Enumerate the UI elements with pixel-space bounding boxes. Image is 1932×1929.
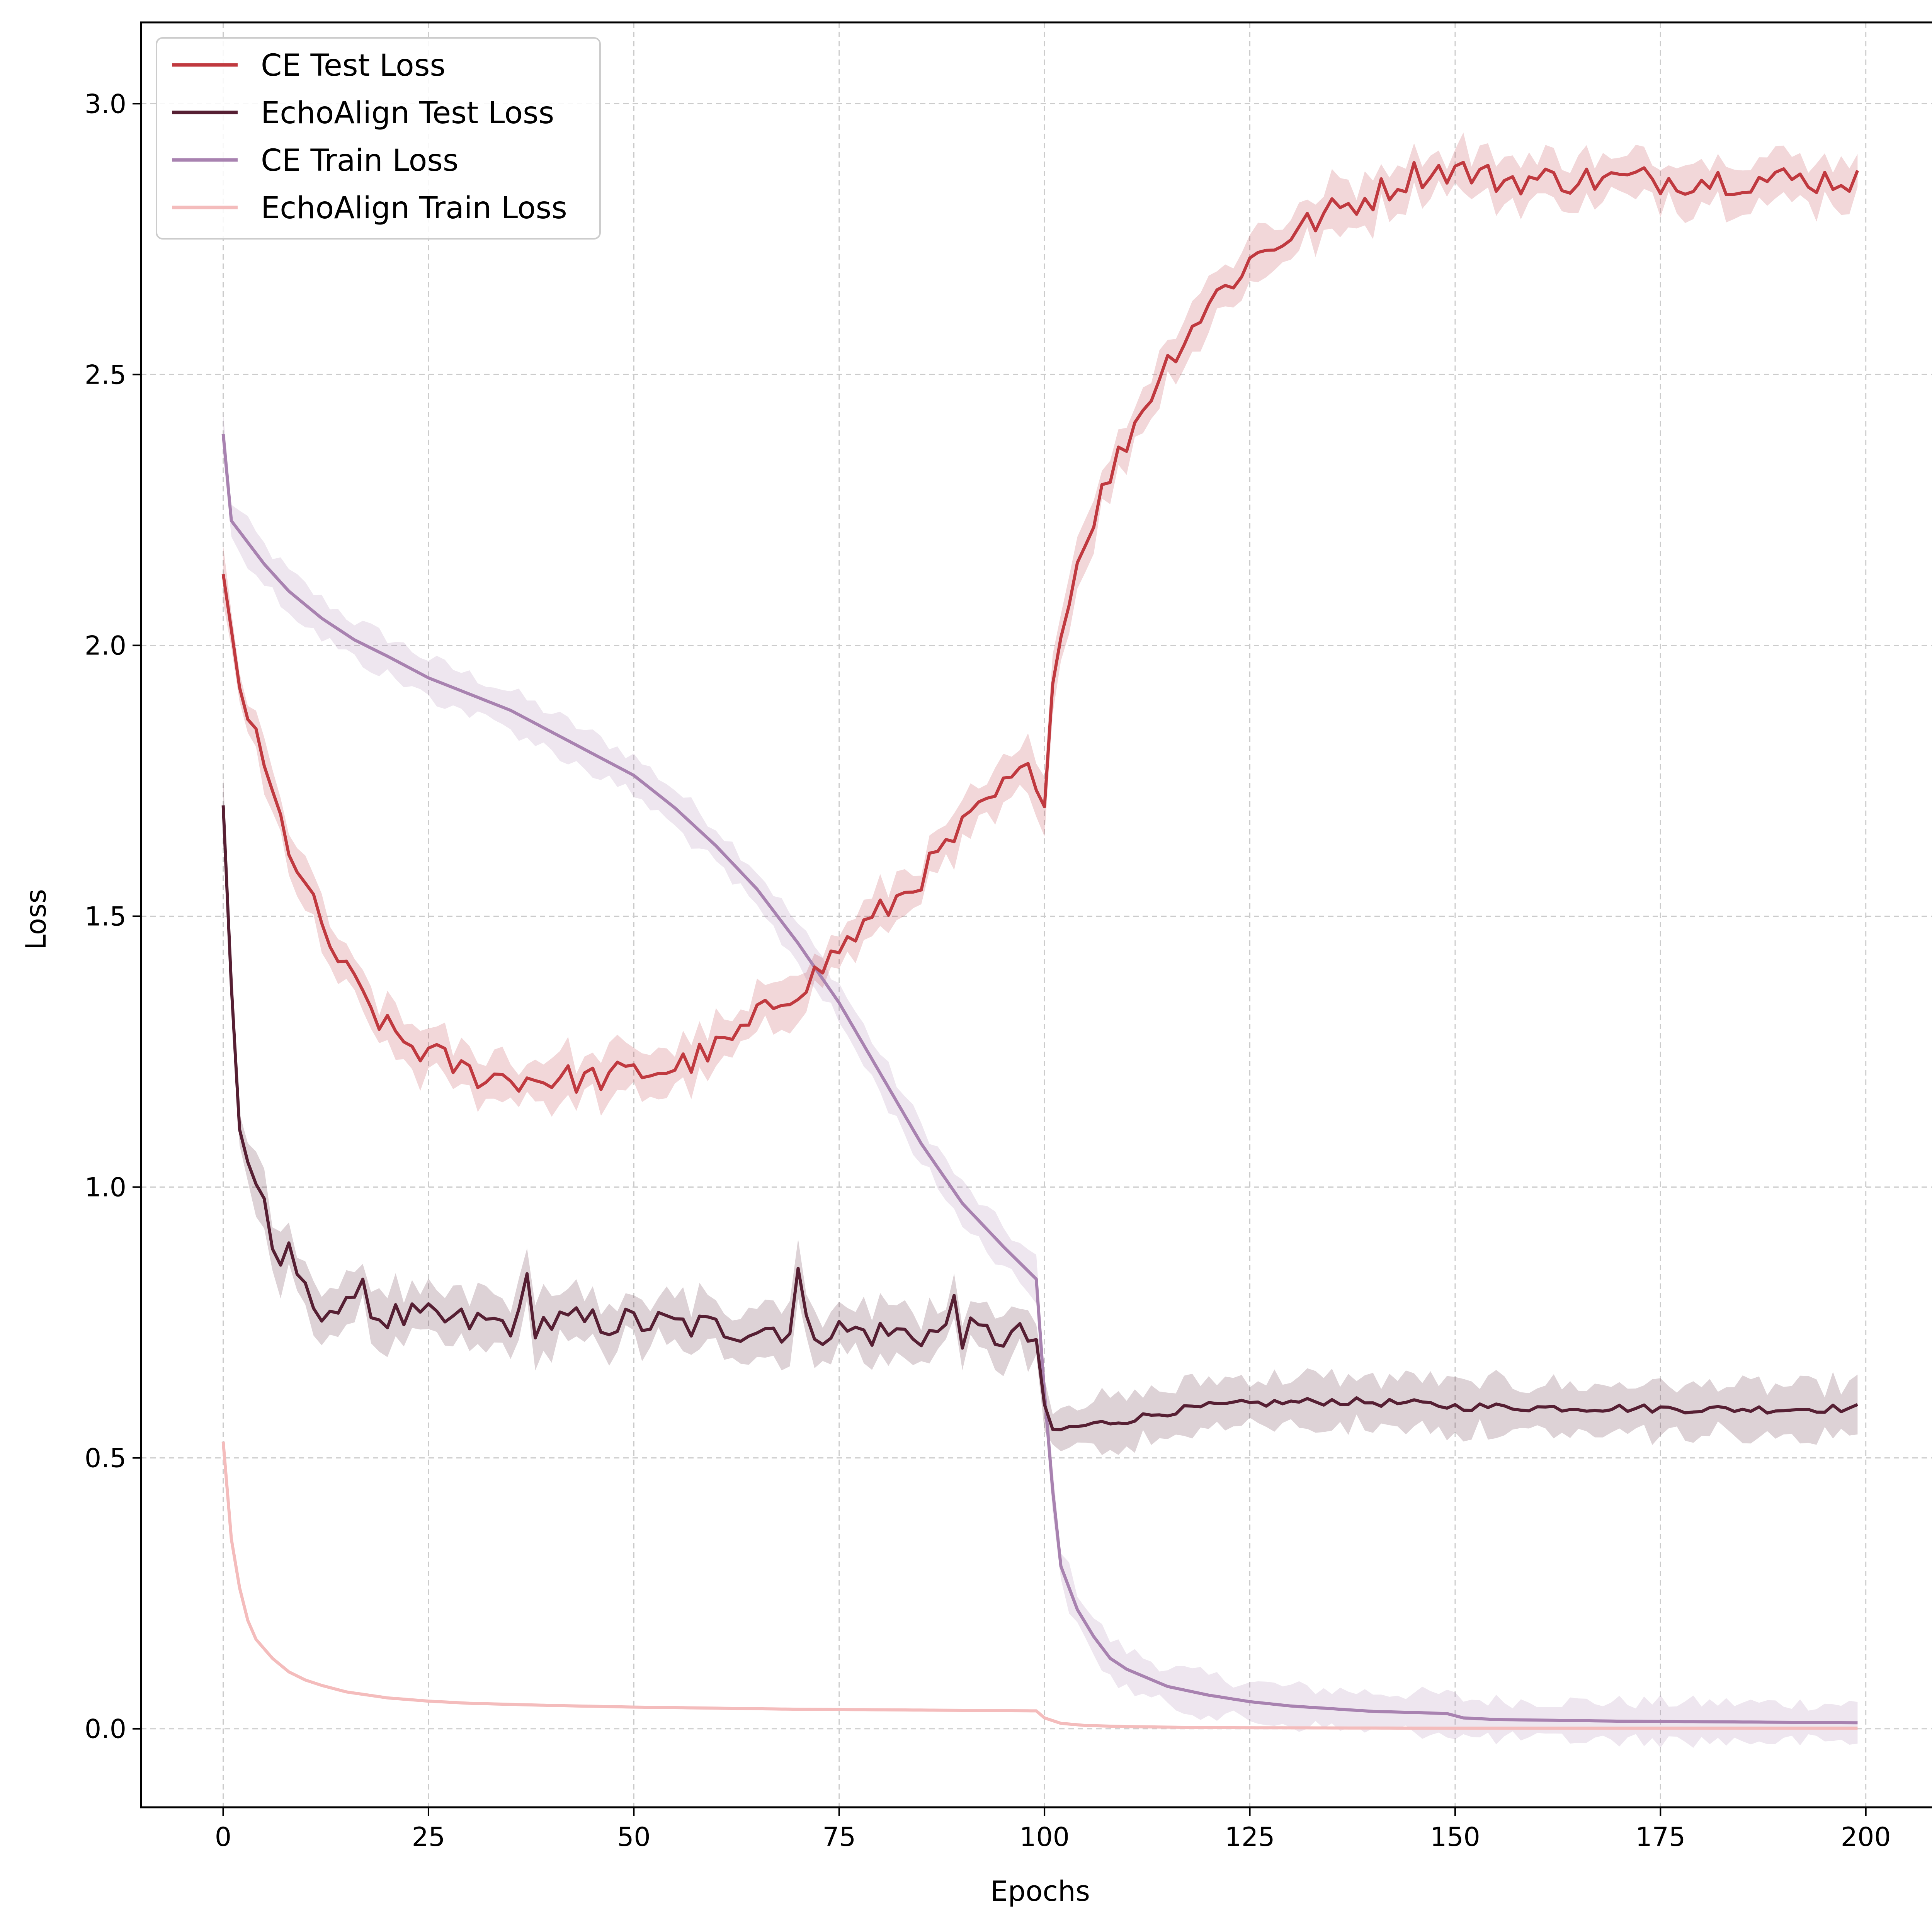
echoalign-test-loss-band xyxy=(223,775,1858,1455)
y-tick-label: 0.0 xyxy=(85,1714,126,1745)
legend-label-echoalign-train: EchoAlign Train Loss xyxy=(261,191,567,226)
legend-label-echoalign-test: EchoAlign Test Loss xyxy=(261,96,554,131)
echoalign-test-loss-line xyxy=(221,805,1858,1431)
x-axis: 0 25 50 75 100 125 150 175 200 xyxy=(215,1807,1891,1853)
x-tick-label: 25 xyxy=(412,1822,446,1853)
x-tick-label: 175 xyxy=(1635,1822,1685,1853)
echoalign-train-loss-line xyxy=(221,1441,1858,1730)
x-tick-label: 75 xyxy=(822,1822,856,1853)
series-lines xyxy=(221,161,1859,1730)
y-tick-label: 1.0 xyxy=(85,1173,126,1203)
plot-frame xyxy=(140,21,1932,1808)
legend-box xyxy=(156,37,601,240)
y-axis-label: Loss xyxy=(20,889,52,950)
y-tick-label: 2.5 xyxy=(85,360,126,390)
ce-train-loss-line xyxy=(221,434,1858,1725)
y-tick-label: 1.5 xyxy=(85,902,126,932)
y-tick-label: 3.0 xyxy=(85,89,126,119)
x-tick-label: 0 xyxy=(215,1822,231,1853)
x-tick-label: 150 xyxy=(1430,1822,1480,1853)
x-tick-label: 50 xyxy=(617,1822,651,1853)
legend-label-ce-test: CE Test Loss xyxy=(261,48,446,83)
y-tick-label: 2.0 xyxy=(85,631,126,661)
legend-label-ce-train: CE Train Loss xyxy=(261,143,459,178)
x-tick-label: 200 xyxy=(1841,1822,1891,1853)
x-tick-label: 100 xyxy=(1019,1822,1070,1853)
y-axis: 0.0 0.5 1.0 1.5 2.0 2.5 3.0 xyxy=(85,89,141,1745)
legend: CE Test Loss EchoAlign Test Loss CE Trai… xyxy=(156,37,601,240)
y-tick-label: 0.5 xyxy=(85,1443,126,1474)
x-axis-label: Epochs xyxy=(990,1875,1090,1907)
ce-test-loss-line xyxy=(221,161,1859,1094)
x-tick-label: 125 xyxy=(1225,1822,1275,1853)
